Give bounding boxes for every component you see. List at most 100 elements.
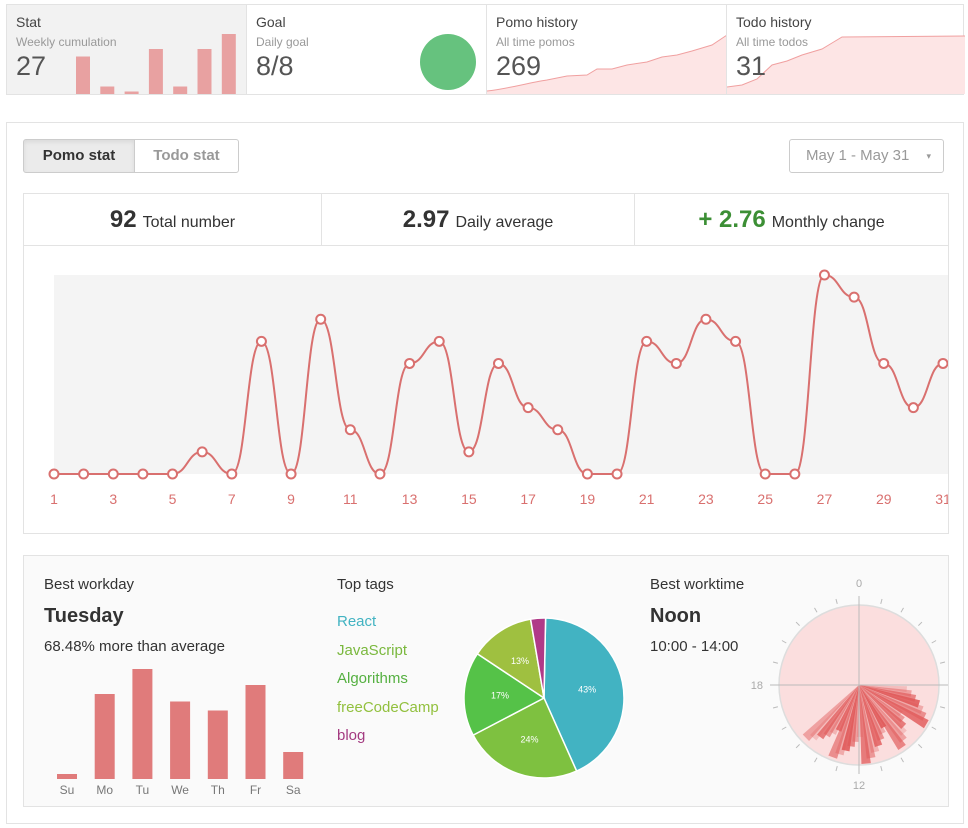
daily-point: [137, 468, 149, 480]
weekly-bar: [221, 34, 236, 94]
tag-item[interactable]: Algorithms: [337, 670, 408, 687]
weekday-label: Su: [60, 783, 75, 796]
x-tick-label: 15: [461, 491, 477, 507]
clock-tick: [814, 757, 818, 763]
tab-todo-stat[interactable]: Todo stat: [134, 139, 239, 173]
daily-pomo-line-chart: 1 3 5 7 9 11 13 15 17 19 21 23 25 27 29 31: [48, 269, 948, 507]
worktime-ray: [859, 685, 883, 747]
todo-history-card[interactable]: Todo history All time todos 31: [727, 5, 965, 94]
daily-point: [818, 269, 830, 281]
pie-slice: [472, 696, 578, 779]
best-workday-title: Best workday: [44, 576, 135, 593]
clock-tick: [931, 640, 937, 644]
goal-card-value: 8/8: [256, 51, 294, 81]
worktime-ray: [859, 685, 887, 729]
daily-point: [759, 468, 771, 480]
clock-tick: [835, 766, 838, 772]
stat-card-subtitle: Weekly cumulation: [16, 35, 117, 49]
daily-point: [937, 357, 948, 369]
weekly-bar: [124, 91, 139, 94]
goal-card[interactable]: Goal Daily goal 8/8: [247, 5, 487, 94]
worktime-ray: [841, 685, 859, 752]
worktime-ray: [859, 685, 907, 693]
weekday-label: Mo: [96, 783, 113, 796]
daily-point: [374, 468, 386, 480]
weekday-bar: [207, 710, 228, 779]
worktime-ray: [859, 685, 906, 751]
chevron-down-icon: ▾: [926, 151, 931, 161]
clock-tick: [781, 726, 787, 730]
todo-history-sparkline: [727, 35, 965, 94]
clock-hour-label: 18: [751, 680, 763, 692]
worktime-ray: [859, 685, 905, 723]
weekly-bar: [100, 86, 115, 94]
clock-tick: [880, 766, 883, 772]
weekday-bar-chart: Su Mo Tu We Th Fr Sa: [57, 669, 304, 796]
worktime-clock-chart: 061218: [751, 578, 948, 792]
total-number-label: Total number: [142, 214, 236, 231]
daily-point: [730, 335, 742, 347]
daily-chart-box: 92 Total number 2.97 Daily average + 2.76 M…: [23, 193, 949, 534]
x-tick-label: 25: [757, 491, 773, 507]
x-tick-label: 31: [935, 491, 948, 507]
weekday-bar: [94, 694, 115, 779]
weekly-bar: [76, 56, 90, 94]
monthly-change-stat: + 2.76 Monthly change: [635, 194, 948, 245]
clock-tick: [931, 726, 937, 730]
goal-card-subtitle: Daily goal: [256, 35, 309, 49]
clock-tick: [772, 706, 778, 709]
tag-item[interactable]: blog: [337, 727, 366, 744]
worktime-ray: [859, 685, 907, 730]
pie-slice: [529, 617, 547, 699]
monthly-change-label: Monthly change: [771, 214, 885, 231]
daily-average-value: 2.97: [402, 206, 450, 233]
x-tick-label: 23: [698, 491, 714, 507]
worktime-ray: [859, 685, 876, 759]
daily-point: [878, 357, 890, 369]
daily-point: [315, 313, 327, 325]
daily-point: [907, 402, 919, 414]
tab-pomo-stat[interactable]: Pomo stat: [23, 139, 135, 173]
pie-label: 13%: [511, 656, 529, 666]
tag-item[interactable]: JavaScript: [337, 641, 408, 659]
daily-point: [344, 424, 356, 436]
clock-tick: [814, 607, 818, 613]
total-number-stat: 92 Total number: [24, 194, 321, 245]
clock-tick: [781, 640, 787, 644]
top-tags-title: Top tags: [337, 576, 394, 593]
date-range-dropdown[interactable]: May 1 - May 31 ▾: [789, 139, 944, 173]
daily-point: [433, 335, 445, 347]
daily-point: [255, 335, 267, 347]
daily-point: [196, 446, 208, 458]
stat-panel: Pomo stat Todo stat May 1 - May 31 ▾ 92 T…: [6, 122, 964, 824]
daily-point: [670, 357, 682, 369]
x-tick-label: 7: [228, 491, 236, 507]
tag-item[interactable]: freeCodeCamp: [337, 698, 439, 716]
daily-point: [641, 335, 653, 347]
pomo-history-title: Pomo history: [496, 14, 578, 30]
worktime-ray: [817, 685, 859, 740]
x-tick-label: 19: [580, 491, 596, 507]
worktime-ray: [859, 685, 929, 729]
date-range-label: May 1 - May 31: [806, 147, 910, 164]
x-tick-label: 1: [50, 491, 58, 507]
clock-tick: [772, 661, 778, 664]
tag-pie-chart: 43% 24% 17% 13%: [463, 617, 625, 779]
clock-tick: [940, 661, 946, 664]
worktime-ray: [809, 685, 859, 741]
plot-area: [54, 275, 948, 474]
clock-tick: [835, 598, 838, 604]
pomo-history-card[interactable]: Pomo history All time pomos 269: [487, 5, 727, 94]
stat-card[interactable]: Stat Weekly cumulation 27: [7, 5, 247, 94]
todo-history-title: Todo history: [736, 14, 812, 30]
x-tick-label: 29: [876, 491, 892, 507]
clock-tick: [880, 598, 883, 604]
goal-complete-circle: [420, 34, 476, 90]
pomo-history-sparkline: [487, 35, 726, 94]
weekday-label: Tu: [136, 783, 150, 796]
pie-label: 43%: [578, 684, 596, 694]
tag-item[interactable]: React: [337, 613, 377, 630]
daily-point: [848, 291, 860, 303]
todo-history-value: 31: [736, 51, 767, 81]
stat-card-value: 27: [16, 51, 47, 81]
